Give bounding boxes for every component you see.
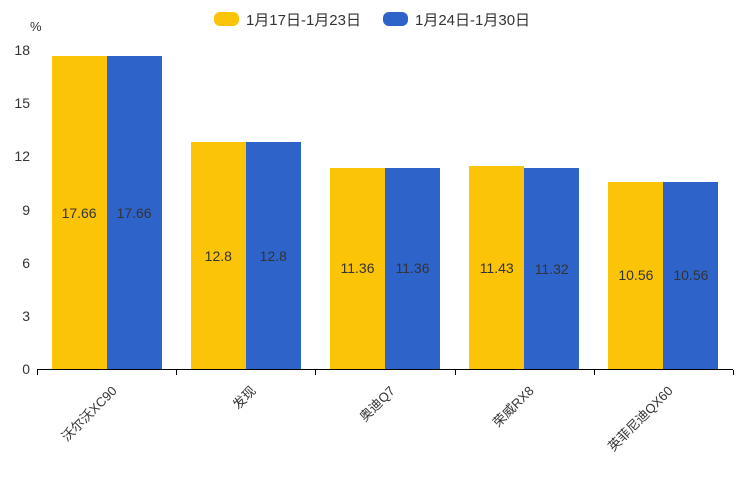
bar-1月17日-1月23日-荣威RX8[interactable] — [469, 166, 525, 369]
bar-value-label: 17.66 — [116, 204, 152, 221]
x-axis-tick — [733, 370, 734, 375]
x-axis-tick — [315, 370, 317, 375]
y-axis-tick-label: 3 — [22, 307, 30, 324]
legend-swatch-blue-icon — [383, 12, 408, 26]
bar-value-label: 11.36 — [395, 260, 430, 277]
x-axis-tick — [454, 370, 456, 375]
x-axis-category-label: 荣威RX8 — [490, 383, 537, 431]
bar-value-label: 17.66 — [61, 204, 97, 221]
legend-swatch-yellow-icon — [213, 12, 239, 26]
y-axis-tick-label: 18 — [14, 42, 30, 58]
legend-item-week1[interactable]: 1月17日-1月23日 — [213, 9, 361, 30]
legend-label-week2: 1月24日-1月30日 — [415, 11, 531, 29]
bar-1月24日-1月30日-奥迪Q7[interactable] — [385, 167, 440, 369]
bar-value-label: 11.32 — [534, 260, 569, 277]
bar-1月17日-1月23日-发现[interactable] — [190, 142, 246, 369]
y-axis-tick-label: 12 — [14, 148, 30, 165]
legend-label-week1: 1月17日-1月23日 — [245, 11, 361, 29]
y-axis-tick-label: 9 — [22, 201, 30, 218]
x-axis-tick — [593, 370, 595, 375]
y-axis-unit-label: % — [30, 19, 42, 34]
y-axis-tick-label: 0 — [22, 361, 30, 377]
x-axis-category-label: 英菲尼迪QX60 — [605, 383, 677, 455]
x-axis-tick — [37, 370, 38, 375]
bar-value-label: 10.56 — [618, 267, 654, 284]
bar-value-label: 11.36 — [340, 260, 375, 277]
bar-value-label: 10.56 — [673, 267, 709, 284]
bar-value-label: 12.8 — [204, 247, 232, 264]
x-axis-tick — [176, 370, 178, 375]
bar-1月24日-1月30日-沃尔沃XC90[interactable] — [106, 56, 162, 369]
bar-1月17日-1月23日-奥迪Q7[interactable] — [330, 167, 385, 369]
bar-1月17日-1月23日-英菲尼迪QX60[interactable] — [608, 181, 664, 369]
bar-1月24日-1月30日-荣威RX8[interactable] — [524, 168, 580, 369]
x-axis-category-label: 奥迪Q7 — [356, 383, 398, 425]
bar-1月24日-1月30日-发现[interactable] — [245, 142, 301, 369]
y-axis-tick-label: 15 — [14, 95, 30, 112]
bar-value-label: 12.8 — [259, 247, 287, 264]
y-axis-tick-label: 6 — [22, 254, 30, 271]
bar-value-label: 11.43 — [479, 259, 514, 276]
legend-item-week2[interactable]: 1月24日-1月30日 — [383, 9, 530, 30]
x-axis-category-label: 发现 — [229, 383, 259, 413]
chart-legend: 1月17日-1月23日 1月24日-1月30日 — [0, 9, 744, 29]
x-axis-category-label: 沃尔沃XC90 — [58, 383, 120, 445]
x-axis-line — [37, 369, 733, 370]
bar-1月24日-1月30日-英菲尼迪QX60[interactable] — [663, 181, 719, 369]
bar-1月17日-1月23日-沃尔沃XC90[interactable] — [51, 56, 107, 369]
